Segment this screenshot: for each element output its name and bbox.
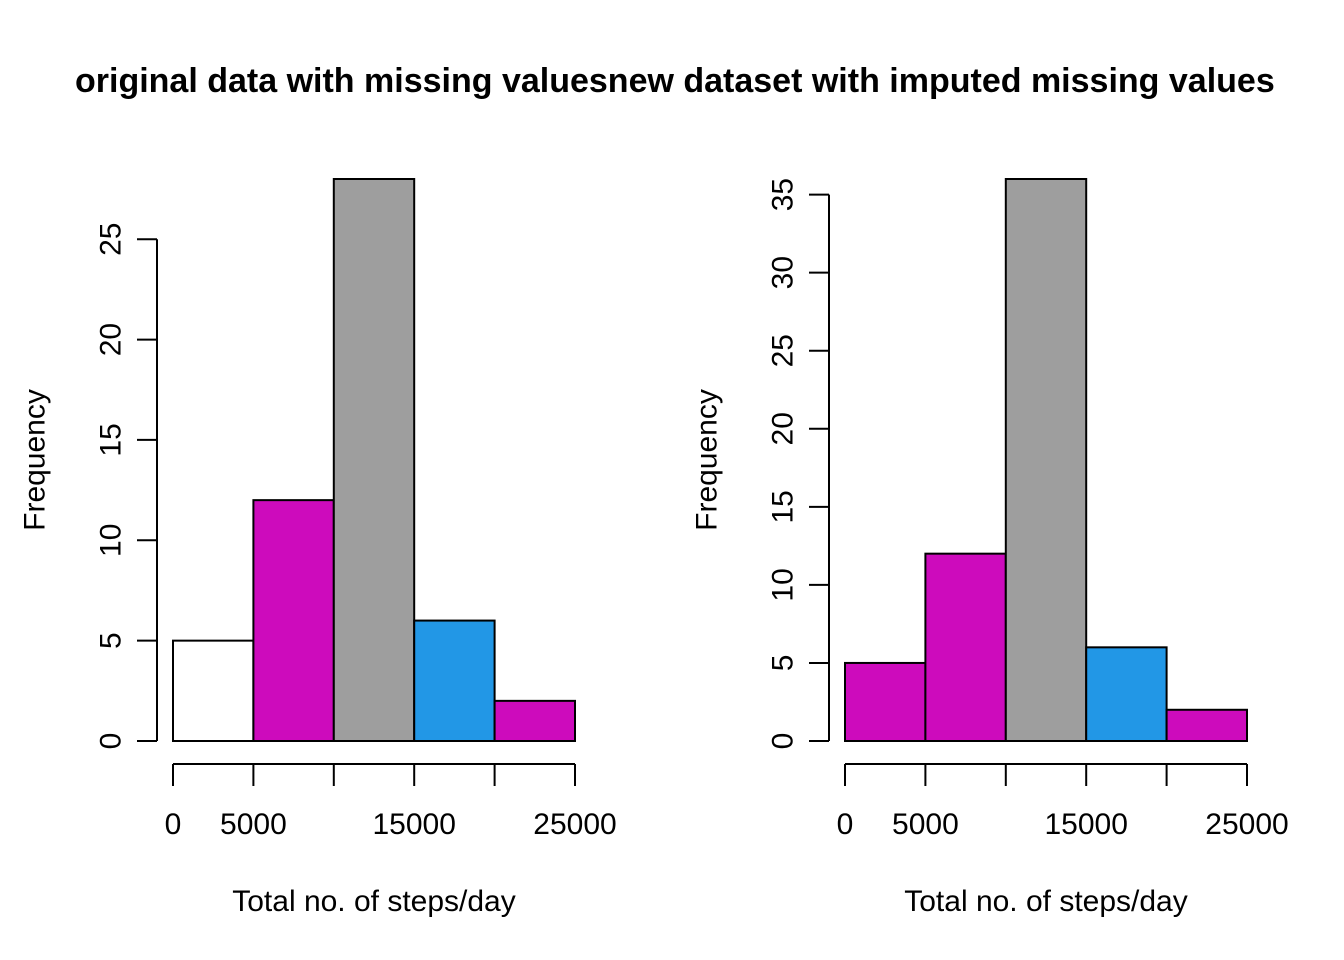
histogram-bar	[172, 639, 255, 743]
y-tick-label: 15	[95, 423, 128, 456]
y-tick-label: 25	[767, 334, 800, 367]
y-tick-label: 0	[767, 733, 800, 750]
y-tick-label: 10	[767, 568, 800, 601]
x-axis-label: Total no. of steps/day	[232, 885, 516, 918]
x-tick-label: 5000	[220, 808, 287, 841]
y-tick-label: 25	[95, 223, 128, 256]
x-tick-label: 0	[837, 808, 854, 841]
x-tick-label: 25000	[533, 808, 616, 841]
x-axis-label: Total no. of steps/day	[904, 885, 1188, 918]
figure-title: original data with missing valuesnew dat…	[75, 62, 1275, 100]
x-tick-label: 25000	[1205, 808, 1288, 841]
y-tick-label: 5	[95, 632, 128, 649]
histogram-original: 0 5000 15000 25000 0 5 10 15 20 25 Total no. of st…	[19, 178, 617, 918]
histogram-bar	[413, 619, 496, 742]
histogram-bar	[1004, 178, 1088, 742]
histogram-bar	[844, 661, 927, 743]
y-tick-label: 20	[95, 323, 128, 356]
histogram-bar	[1085, 646, 1168, 742]
x-tick-label: 0	[165, 808, 182, 841]
y-tick-label: 10	[95, 524, 128, 557]
y-tick-label: 0	[95, 733, 128, 750]
y-tick-label: 15	[767, 490, 800, 523]
histogram-bar	[493, 699, 577, 742]
histogram-bar	[332, 178, 416, 742]
y-tick-label: 35	[767, 178, 800, 211]
y-tick-label: 5	[767, 655, 800, 672]
x-tick-label: 5000	[892, 808, 959, 841]
y-tick-label: 30	[767, 256, 800, 289]
x-tick-label: 15000	[1044, 808, 1127, 841]
histogram-imputed: 0 5000 15000 25000 0 5 10 15 20 25 30 35 Total no. o…	[691, 178, 1289, 918]
y-tick-label: 20	[767, 412, 800, 445]
y-axis-label: Frequency	[19, 389, 52, 531]
histogram-bar	[252, 499, 335, 742]
histogram-bar	[1165, 708, 1248, 742]
x-tick-label: 15000	[372, 808, 455, 841]
histogram-bar	[924, 552, 1007, 743]
y-axis-label: Frequency	[691, 389, 724, 531]
